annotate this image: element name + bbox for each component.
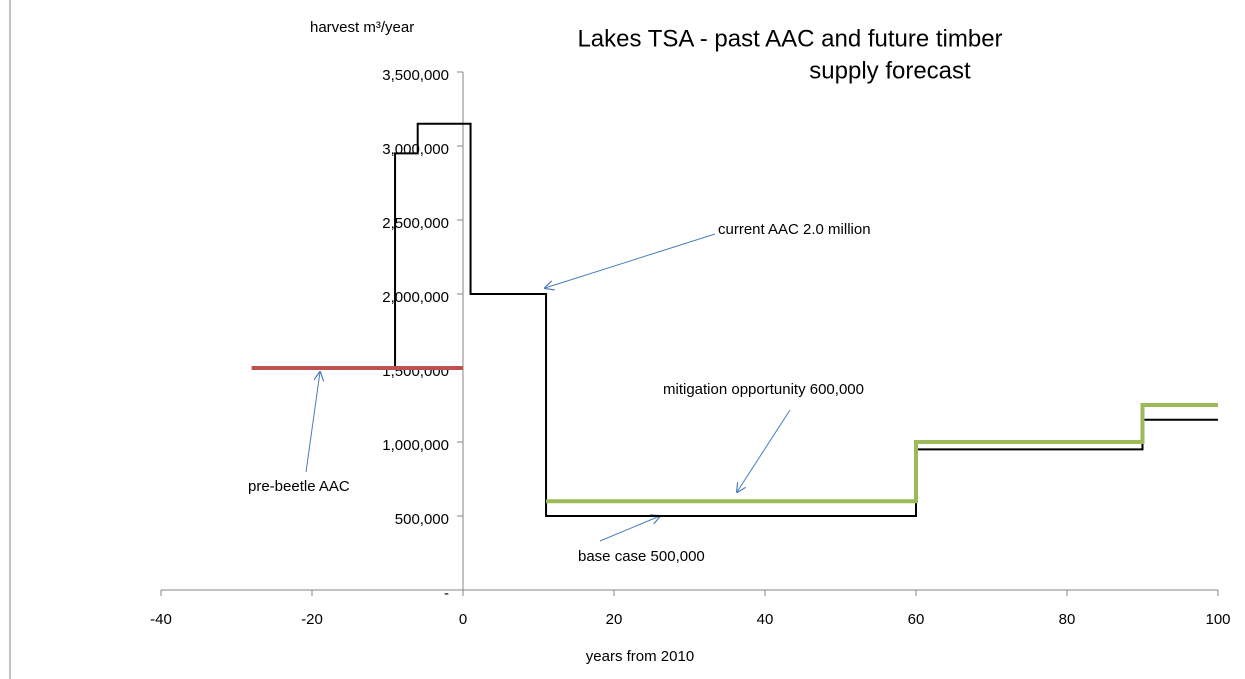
y-tick-label: - [444, 585, 449, 602]
y-tick-label: 2,500,000 [382, 215, 449, 232]
annotation: mitigation opportunity 600,000 [663, 381, 864, 398]
x-tick-label: 40 [757, 611, 774, 628]
y-tick-label: 500,000 [395, 511, 449, 528]
x-tick-label: -40 [150, 611, 172, 628]
x-tick-label: 80 [1059, 611, 1076, 628]
annotation: base case 500,000 [578, 548, 705, 565]
chart-border [9, 0, 11, 679]
y-axis-label: harvest m³/year [310, 19, 414, 36]
arrow [305, 372, 320, 473]
x-tick-label: -20 [301, 611, 323, 628]
y-tick-label: 1,000,000 [382, 437, 449, 454]
arrow [737, 409, 791, 492]
y-tick-label: 3,500,000 [382, 67, 449, 84]
chart-title: supply forecast [809, 57, 971, 84]
x-tick-label: 100 [1205, 611, 1230, 628]
series-line [546, 403, 1218, 504]
chart-title: Lakes TSA - past AAC and future timber [577, 25, 1002, 52]
annotation: current AAC 2.0 million [718, 221, 871, 238]
arrow [545, 233, 716, 288]
y-tick-label: 3,000,000 [382, 141, 449, 158]
annotations: current AAC 2.0 million mitigation oppor… [248, 221, 871, 565]
x-tick-label: 60 [908, 611, 925, 628]
x-axis-label: years from 2010 [586, 648, 694, 665]
annotation: pre-beetle AAC [248, 478, 350, 495]
y-tick-label: 2,000,000 [382, 289, 449, 306]
x-tick-label: 0 [459, 611, 467, 628]
series-line [394, 122, 1218, 517]
y-tick-label: 1,500,000 [382, 363, 449, 380]
x-tick-label: 20 [606, 611, 623, 628]
arrow [599, 516, 660, 542]
